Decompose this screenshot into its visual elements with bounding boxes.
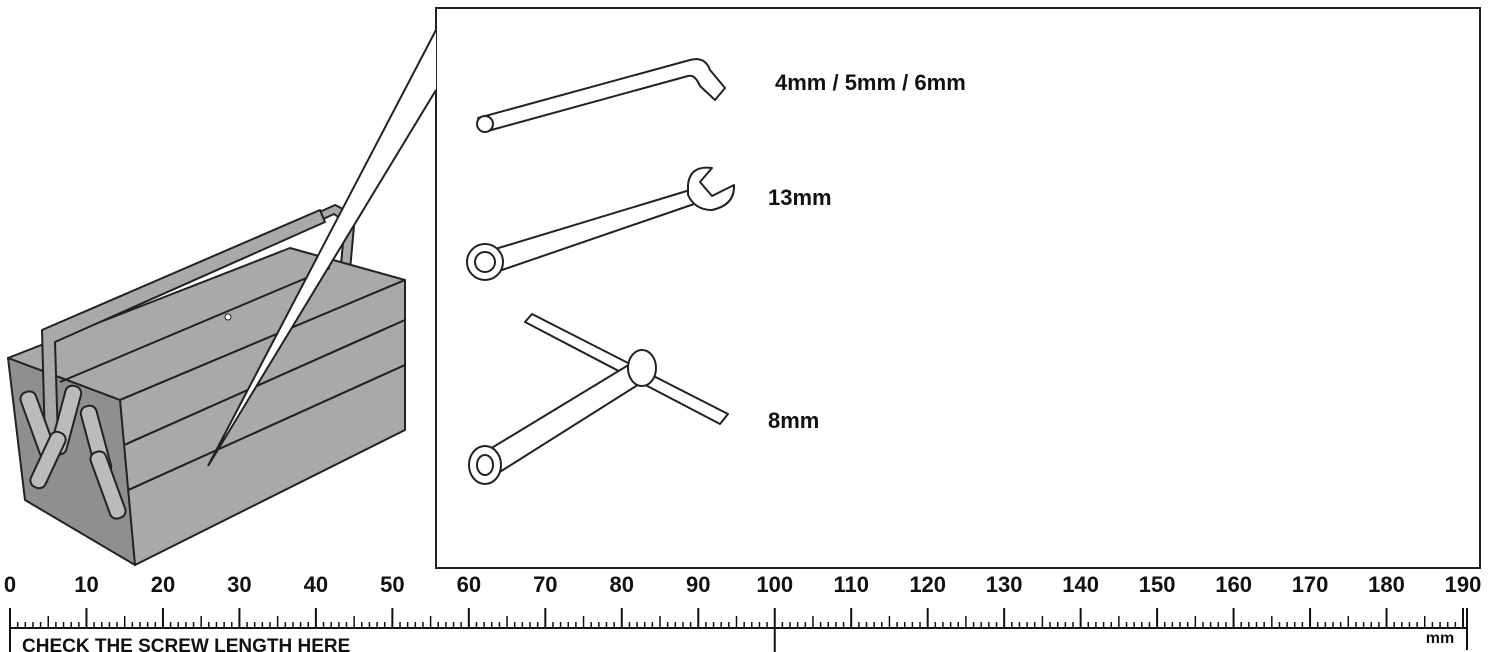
ruler-tick-label: 190 <box>1445 572 1482 597</box>
ruler-tick-label: 70 <box>533 572 557 597</box>
ruler-tick-label: 30 <box>227 572 251 597</box>
ruler-tick-label: 100 <box>756 572 793 597</box>
ruler-tick-label: 140 <box>1062 572 1099 597</box>
ruler-tick-label: 130 <box>986 572 1023 597</box>
hex-key <box>476 58 726 133</box>
ruler-tick-label: 90 <box>686 572 710 597</box>
ruler-tick-label: 20 <box>151 572 175 597</box>
ruler-caption: CHECK THE SCREW LENGTH HERE <box>22 636 350 652</box>
callout-pointer <box>207 29 437 467</box>
tool-label: 4mm / 5mm / 6mm <box>775 70 966 95</box>
ruler-tick-label: 0 <box>4 572 16 597</box>
ruler-unit: mm <box>1426 630 1454 647</box>
combination-wrench <box>466 166 736 281</box>
ruler-tick-label: 50 <box>380 572 404 597</box>
ruler-tick-label: 80 <box>610 572 634 597</box>
ruler-tick-label: 120 <box>909 572 946 597</box>
ruler-tick-label: 110 <box>833 572 869 597</box>
t-wrench <box>468 313 729 485</box>
callout-box <box>435 7 1481 569</box>
ruler-tick-label: 10 <box>74 572 98 597</box>
ruler-tick-label: 150 <box>1139 572 1176 597</box>
tool-label: 13mm <box>768 185 832 210</box>
tool-label: 8mm <box>768 408 819 433</box>
ruler-tick-label: 40 <box>304 572 328 597</box>
ruler-tick-label: 60 <box>457 572 481 597</box>
ruler-tick-label: 160 <box>1215 572 1252 597</box>
ruler-tick-label: 170 <box>1292 572 1329 597</box>
ruler-tick-label: 180 <box>1368 572 1405 597</box>
toolbox <box>7 204 406 566</box>
